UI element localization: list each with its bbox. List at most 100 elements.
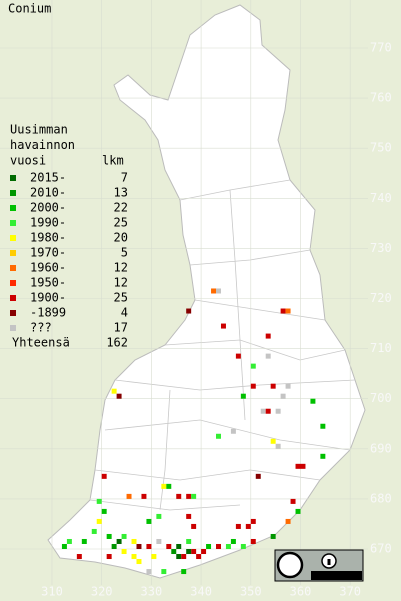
observation-square xyxy=(211,288,217,294)
observation-square xyxy=(61,543,67,549)
legend-swatch xyxy=(10,190,16,196)
legend-swatch xyxy=(10,325,16,331)
x-tick-label: 330 xyxy=(141,585,163,599)
observation-square xyxy=(230,538,236,544)
cc-by-badge xyxy=(274,549,364,582)
legend-count: 25 xyxy=(114,291,128,305)
observation-square xyxy=(196,554,202,560)
observation-square xyxy=(136,543,142,549)
cc-icon xyxy=(276,551,304,579)
x-tick-label: 320 xyxy=(91,585,113,599)
legend-count: 4 xyxy=(121,306,128,320)
observation-square xyxy=(156,538,162,544)
observation-square xyxy=(76,554,82,560)
observation-square xyxy=(96,518,102,524)
observation-square xyxy=(186,308,192,314)
map-title: Conium xyxy=(8,2,51,16)
observation-square xyxy=(176,554,182,560)
observation-square xyxy=(81,538,87,544)
observation-square xyxy=(201,549,207,555)
observation-square xyxy=(285,308,291,314)
y-tick-label: 730 xyxy=(370,241,392,255)
observation-square xyxy=(161,483,167,489)
observation-square xyxy=(235,353,241,359)
y-tick-label: 750 xyxy=(370,141,392,155)
y-tick-label: 670 xyxy=(370,542,392,556)
observation-square xyxy=(111,388,117,394)
y-tick-label: 720 xyxy=(370,291,392,305)
observation-square xyxy=(91,528,97,534)
observation-square xyxy=(216,543,221,549)
observation-square xyxy=(320,453,326,459)
legend-swatch xyxy=(10,175,16,181)
observation-square xyxy=(146,569,152,575)
observations xyxy=(61,288,326,575)
legend-label: 1990- xyxy=(30,216,66,230)
y-tick-label: 770 xyxy=(370,41,392,55)
legend-count: 13 xyxy=(114,186,128,200)
observation-square xyxy=(106,533,112,539)
observation-square xyxy=(191,549,197,555)
y-tick-label: 680 xyxy=(370,491,392,505)
y-tick-label: 710 xyxy=(370,341,392,355)
observation-square xyxy=(146,543,152,549)
observation-square xyxy=(66,538,72,544)
legend-label: 1960- xyxy=(30,261,66,275)
observation-square xyxy=(166,543,172,549)
legend-heading: havainnon xyxy=(10,138,75,152)
y-tick-label: 760 xyxy=(370,91,392,105)
observation-square xyxy=(295,508,301,514)
region-borders xyxy=(89,179,356,511)
observation-square xyxy=(141,493,147,499)
observation-square xyxy=(270,438,276,444)
observation-square xyxy=(320,423,326,429)
observation-square xyxy=(181,554,187,560)
observation-square xyxy=(186,538,192,544)
observation-square xyxy=(235,523,241,529)
observation-square xyxy=(310,398,316,404)
legend-swatch xyxy=(10,295,16,301)
observation-square xyxy=(250,518,256,524)
observation-square xyxy=(186,493,192,499)
observation-square xyxy=(111,543,117,549)
observation-square xyxy=(176,493,182,499)
observation-square xyxy=(126,493,132,499)
observation-square xyxy=(250,363,256,369)
observation-square xyxy=(96,498,102,504)
observation-square xyxy=(290,498,296,504)
x-tick-label: 310 xyxy=(41,585,63,599)
legend-swatch xyxy=(10,265,16,271)
observation-square xyxy=(181,569,187,575)
observation-square xyxy=(101,473,107,479)
observation-square xyxy=(255,473,261,479)
observation-square xyxy=(265,408,271,414)
observation-square xyxy=(156,513,162,519)
legend-label: 2000- xyxy=(30,201,66,215)
observation-square xyxy=(151,554,157,560)
observation-square xyxy=(166,483,172,489)
legend-swatch xyxy=(10,280,16,286)
legend-count: 22 xyxy=(114,201,128,215)
observation-square xyxy=(186,549,192,555)
observation-square xyxy=(101,508,107,514)
by-figure xyxy=(327,559,331,565)
y-tick-label: 690 xyxy=(370,441,392,455)
legend-label: 1950- xyxy=(30,276,66,290)
legend-count: 7 xyxy=(121,171,128,185)
observation-square xyxy=(121,533,127,539)
legend-count: 17 xyxy=(114,321,128,335)
observation-square xyxy=(186,513,192,519)
observation-square xyxy=(250,538,256,544)
legend-count: 12 xyxy=(114,276,128,290)
observation-square xyxy=(240,393,246,399)
badge-strip xyxy=(311,571,362,580)
observation-square xyxy=(280,393,286,399)
observation-square xyxy=(171,549,177,555)
observation-square xyxy=(295,463,301,469)
x-tick-label: 370 xyxy=(339,585,361,599)
observation-square xyxy=(260,408,266,414)
legend-count: 25 xyxy=(114,216,128,230)
observation-square xyxy=(220,323,226,329)
observation-square xyxy=(131,554,137,560)
